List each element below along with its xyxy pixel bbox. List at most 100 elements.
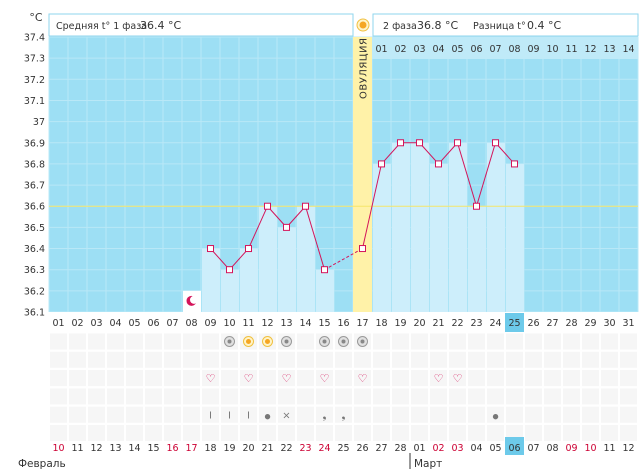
heart-icon: ♡ xyxy=(282,372,292,385)
symbol-cell xyxy=(429,387,448,406)
day-axis-bg xyxy=(49,312,638,332)
phase2-day-cell xyxy=(372,37,391,59)
symbol-cell xyxy=(49,405,68,424)
cycle-day-label: 18 xyxy=(375,318,387,329)
date-label: 10 xyxy=(584,443,596,454)
temperature-point xyxy=(397,139,404,147)
symbol-cell xyxy=(125,405,144,424)
symbol-cell xyxy=(372,405,391,424)
symbol-cell xyxy=(467,424,486,442)
symbol-cell xyxy=(334,424,353,442)
y-tick-label: 37.4 xyxy=(24,33,45,44)
temperature-point xyxy=(435,160,442,168)
y-unit-label: °C xyxy=(29,11,43,24)
symbol-cell xyxy=(524,424,543,442)
temperature-bar xyxy=(297,206,315,312)
symbol-cell xyxy=(182,369,201,388)
symbol-cell xyxy=(619,332,638,351)
date-label: 16 xyxy=(166,443,178,454)
phase2-day-label: 06 xyxy=(470,44,482,55)
symbol-cell xyxy=(467,369,486,388)
symbol-cell xyxy=(581,369,600,388)
cycle-day-label: 31 xyxy=(622,318,634,329)
cycle-day-axis: 01 02 03 04 05 06 07 08 09 10 11 12 13 14 15 16 17 18 19 20… xyxy=(49,312,638,332)
bars xyxy=(183,142,524,312)
phase2-day-label: 01 xyxy=(375,44,387,55)
temperature-segment xyxy=(324,248,363,271)
comma-icon: ❟ xyxy=(323,411,327,422)
ovulation-label: ОВУЛЯЦИЯ xyxy=(359,38,370,100)
symbol-cell xyxy=(201,369,220,388)
symbol-cell xyxy=(49,424,68,442)
symbol-cell xyxy=(391,369,410,388)
symbol-cell xyxy=(486,387,505,406)
phase2-day-cell xyxy=(467,37,486,59)
symbol-cell xyxy=(505,332,524,351)
date-label: 19 xyxy=(223,443,235,454)
cycle-day-label: 22 xyxy=(451,318,463,329)
cycle-day-label: 23 xyxy=(470,318,482,329)
symbol-cell xyxy=(353,369,372,388)
symbol-cell xyxy=(543,350,562,369)
symbol-cell xyxy=(182,332,201,351)
temperature-point xyxy=(378,160,385,168)
symbol-cell xyxy=(87,350,106,369)
phase2-day-cell xyxy=(543,37,562,59)
temperature-segment xyxy=(305,206,325,270)
cycle-day-label: 08 xyxy=(185,318,197,329)
ovulation-column xyxy=(353,37,372,312)
y-tick-label: 36.4 xyxy=(24,244,45,255)
symbol-cell xyxy=(391,424,410,442)
symbol-cell xyxy=(239,405,258,424)
phase2-day-cell xyxy=(562,37,581,59)
phase2-day-row: 01 02 03 04 05 06 07 08 09 10 11 12 13 14 xyxy=(372,37,638,59)
date-label: 08 xyxy=(546,443,558,454)
phase2-day-cell xyxy=(429,37,448,59)
cycle-day-label: 14 xyxy=(299,318,311,329)
symbol-cell xyxy=(619,387,638,406)
symbol-cell xyxy=(144,369,163,388)
symbol-cell xyxy=(144,387,163,406)
symbol-cell xyxy=(49,387,68,406)
symbol-cell xyxy=(543,405,562,424)
date-label: 21 xyxy=(261,443,273,454)
symbol-cell xyxy=(410,369,429,388)
symbol-cell xyxy=(448,332,467,351)
circle-icon-center xyxy=(341,339,346,344)
symbol-cell xyxy=(68,332,87,351)
temperature-bar xyxy=(316,269,334,312)
temperature-bar xyxy=(487,142,505,312)
cycle-day-label: 13 xyxy=(280,318,292,329)
symbol-cell xyxy=(182,350,201,369)
symbol-cell xyxy=(543,387,562,406)
temperature-segment xyxy=(267,205,287,228)
temperature-point xyxy=(454,139,461,147)
today-highlight xyxy=(505,437,524,455)
symbol-cell xyxy=(600,424,619,442)
symbol-cell xyxy=(391,332,410,351)
temperature-segment xyxy=(229,248,249,271)
symbol-cell xyxy=(220,387,239,406)
temperature-point xyxy=(473,202,480,210)
symbol-cell xyxy=(448,369,467,388)
symbol-cell xyxy=(505,369,524,388)
date-label: 25 xyxy=(337,443,349,454)
symbol-cell xyxy=(296,405,315,424)
symbol-cell xyxy=(505,387,524,406)
symbols: ♡ ♡ ♡ ♡ ♡ ♡ ♡ I I I ● × ❟ ❟ ● xyxy=(206,336,499,422)
symbol-cell xyxy=(448,387,467,406)
symbol-cell xyxy=(505,350,524,369)
temperature-point xyxy=(492,139,499,147)
y-tick-label: 36.6 xyxy=(24,202,45,213)
symbol-cell xyxy=(619,369,638,388)
symbol-cell xyxy=(125,387,144,406)
symbol-cell xyxy=(258,405,277,424)
temperature-point xyxy=(416,139,423,147)
symbol-grid xyxy=(49,332,638,442)
drop-icon: ● xyxy=(264,413,270,421)
temperature-points xyxy=(207,139,518,274)
symbol-cell xyxy=(334,387,353,406)
symbol-cell xyxy=(87,332,106,351)
temperature-bar xyxy=(506,163,524,312)
temperature-segment xyxy=(419,142,439,165)
